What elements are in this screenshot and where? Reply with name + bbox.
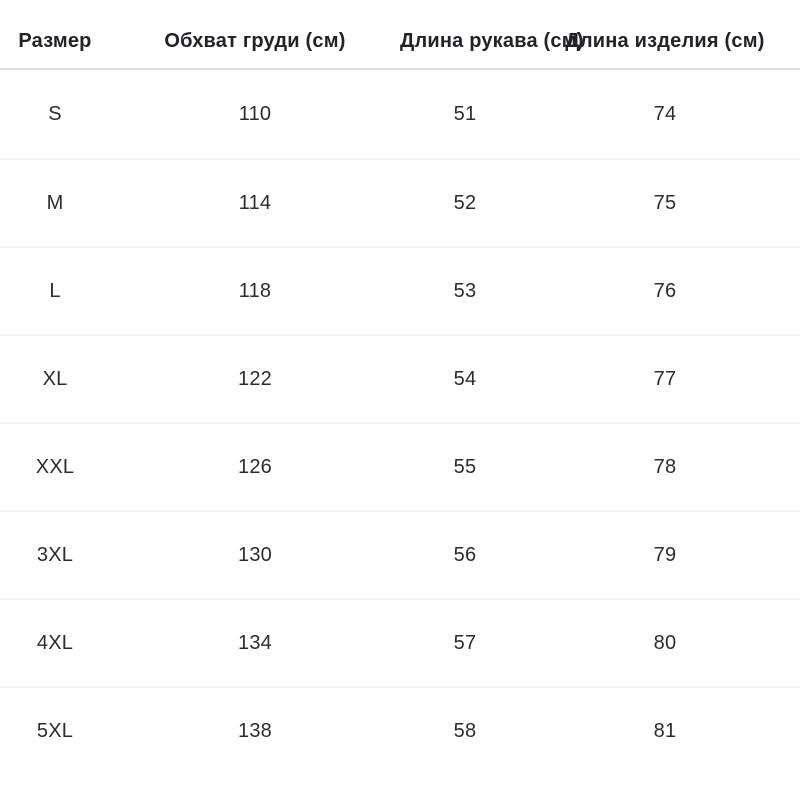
item-length-cell: 74: [653, 102, 677, 125]
chest-cell: 110: [238, 102, 272, 125]
table-row: S 110 51 74: [0, 70, 800, 158]
size-chart-table: Размер Обхват груди (см) Длина рукава (с…: [0, 0, 800, 774]
size-cell: 4XL: [36, 631, 74, 654]
table-header-row: Размер Обхват груди (см) Длина рукава (с…: [0, 0, 800, 70]
item-length-cell: 77: [653, 367, 677, 390]
sleeve-cell: 51: [453, 102, 477, 125]
table-row: 5XL 138 58 81: [0, 686, 800, 774]
column-header-size: Размер: [18, 29, 92, 52]
size-cell: M: [46, 191, 64, 214]
column-header-item-length: Длина изделия (см): [565, 29, 765, 52]
chest-cell: 114: [238, 191, 272, 214]
chest-cell: 126: [238, 455, 272, 478]
sleeve-cell: 55: [453, 455, 477, 478]
chest-cell: 134: [238, 631, 272, 654]
table-row: L 118 53 76: [0, 246, 800, 334]
table-row: XXL 126 55 78: [0, 422, 800, 510]
column-header-sleeve: Длина рукава (см): [400, 29, 584, 52]
sleeve-cell: 58: [453, 719, 477, 742]
size-cell: XXL: [35, 455, 75, 478]
sleeve-cell: 52: [453, 191, 477, 214]
size-cell: L: [49, 279, 61, 302]
chest-cell: 138: [238, 719, 272, 742]
table-row: 3XL 130 56 79: [0, 510, 800, 598]
size-cell: 3XL: [36, 543, 74, 566]
chest-cell: 130: [238, 543, 272, 566]
item-length-cell: 81: [653, 719, 677, 742]
item-length-cell: 78: [653, 455, 677, 478]
chest-cell: 118: [238, 279, 272, 302]
item-length-cell: 79: [653, 543, 677, 566]
size-cell: XL: [42, 367, 68, 390]
size-cell: 5XL: [36, 719, 74, 742]
sleeve-cell: 53: [453, 279, 477, 302]
sleeve-cell: 57: [453, 631, 477, 654]
table-row: 4XL 134 57 80: [0, 598, 800, 686]
table-row: M 114 52 75: [0, 158, 800, 246]
size-cell: S: [48, 102, 62, 125]
column-header-chest: Обхват груди (см): [164, 29, 346, 52]
item-length-cell: 76: [653, 279, 677, 302]
sleeve-cell: 56: [453, 543, 477, 566]
item-length-cell: 80: [653, 631, 677, 654]
item-length-cell: 75: [653, 191, 677, 214]
chest-cell: 122: [238, 367, 272, 390]
table-row: XL 122 54 77: [0, 334, 800, 422]
sleeve-cell: 54: [453, 367, 477, 390]
